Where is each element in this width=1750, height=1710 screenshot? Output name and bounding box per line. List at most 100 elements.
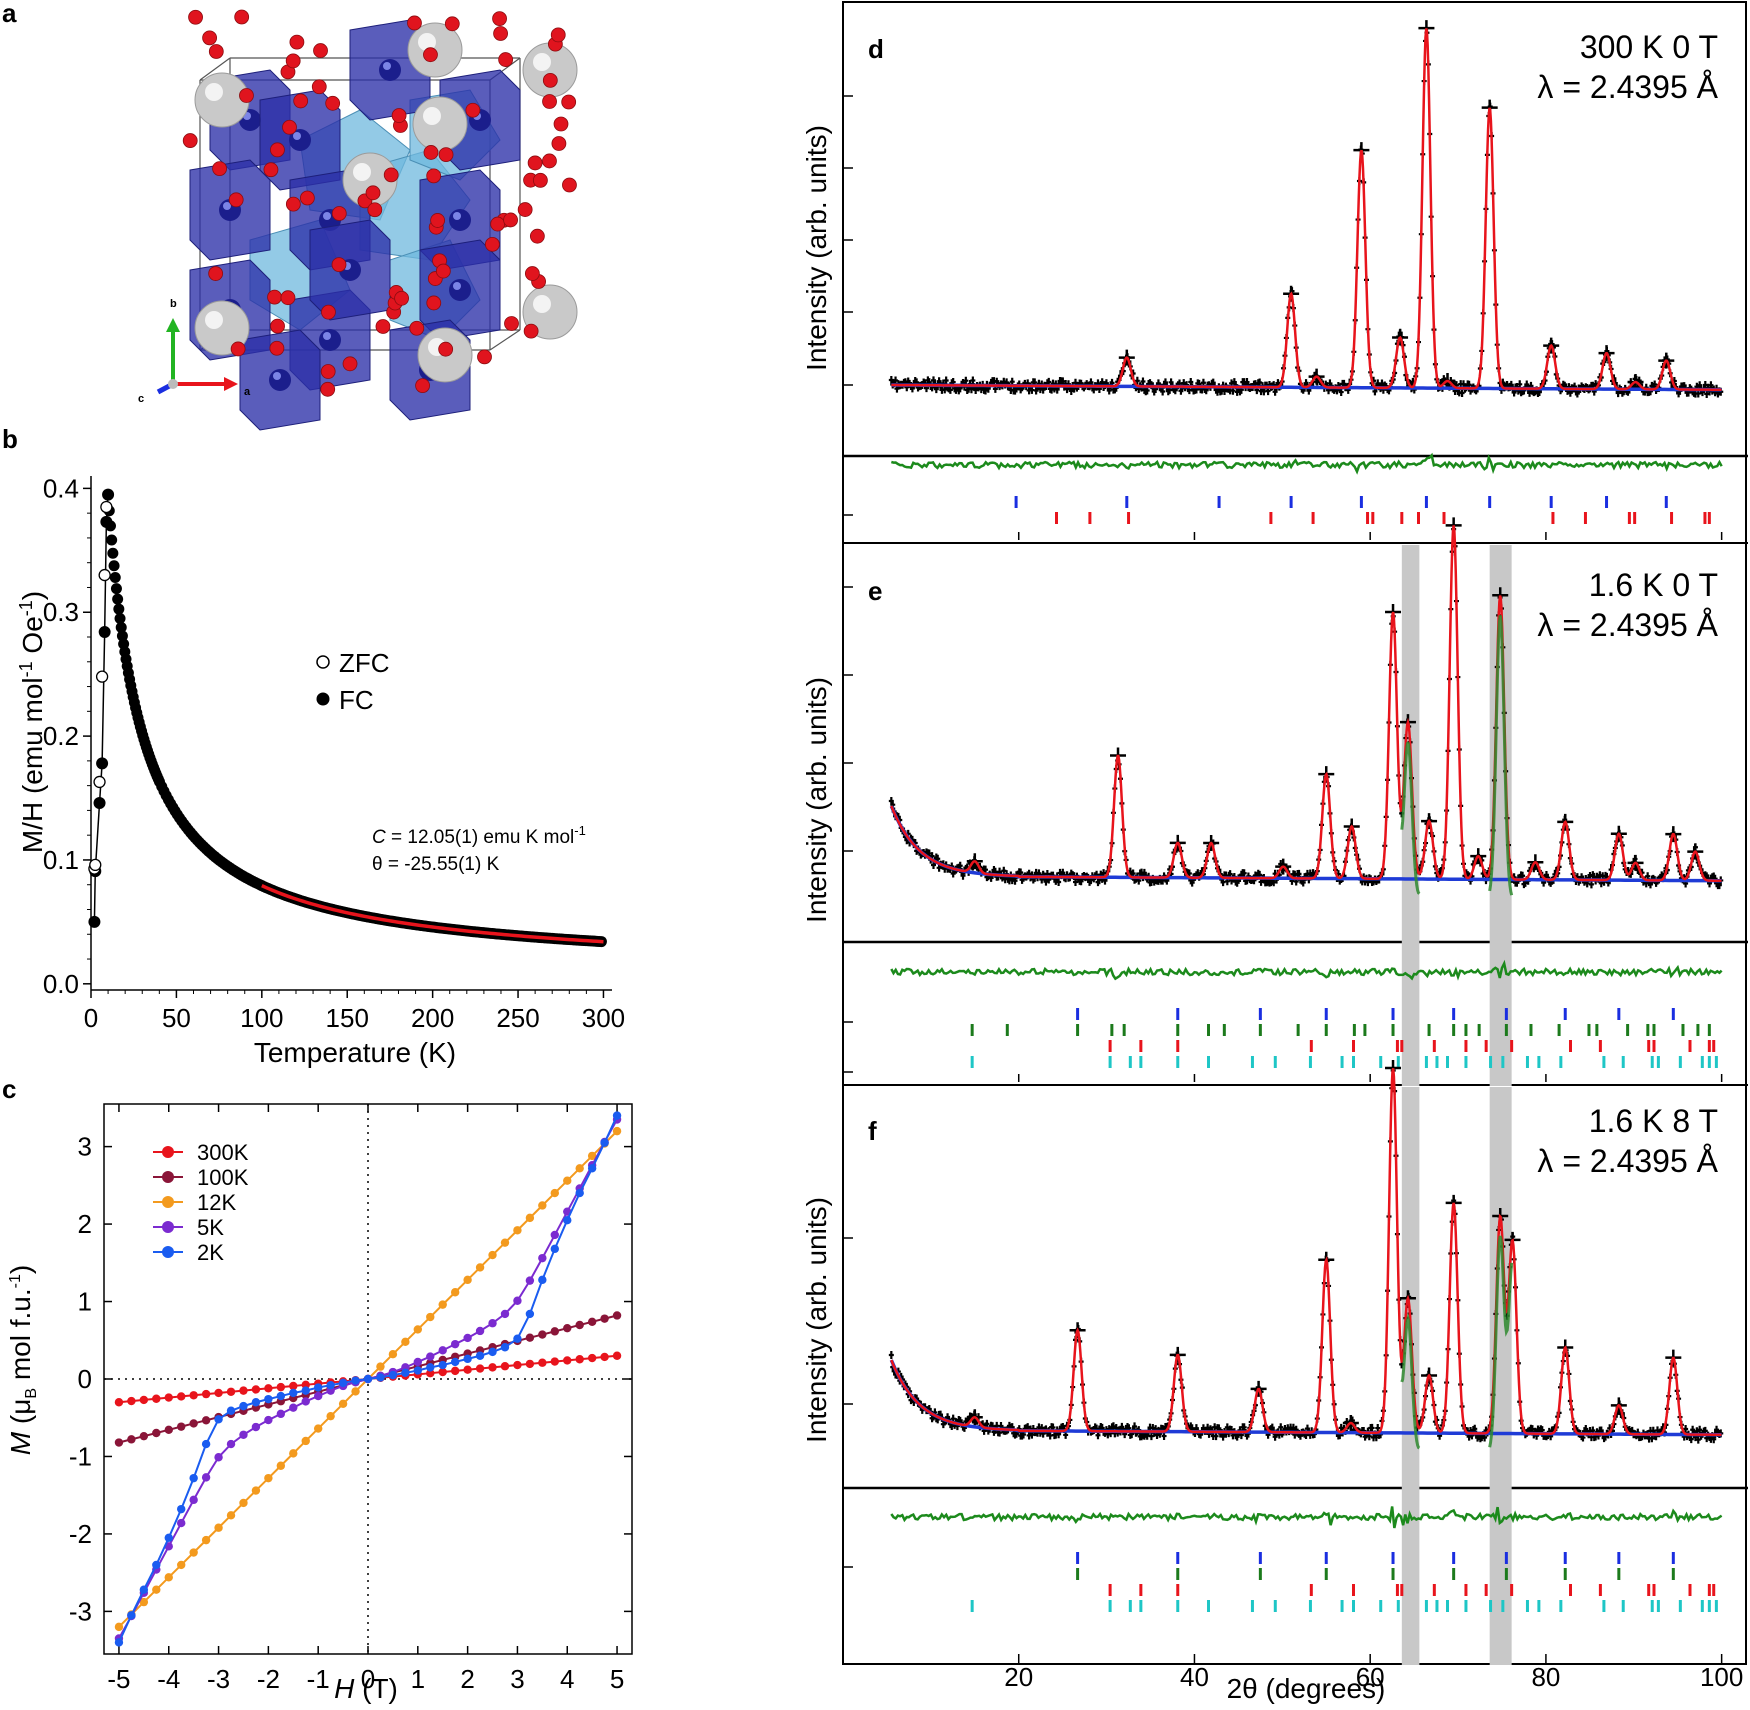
axis-triad: b a c: [138, 298, 251, 405]
metal-atom-highlight: [383, 62, 391, 70]
chart-c-point-5K: [214, 1453, 223, 1462]
oxygen-atom: [423, 47, 438, 63]
panels-def-diffraction: 20 40 60 80 100 d e f 300 K 0 T λ = 2.4395 Å…: [801, 1, 1748, 1704]
chart-f-wavelength: λ = 2.4395 Å: [1537, 1143, 1718, 1179]
chart-c-point-2K: [500, 1343, 510, 1352]
chart-c-point-5K: [550, 1230, 559, 1240]
chart-c-point-100K: [587, 1317, 597, 1327]
oxygen-atom: [504, 316, 519, 331]
chart-c-point-300K: [538, 1358, 547, 1367]
oxygen-atom: [542, 72, 558, 88]
panel-label-f: f: [868, 1116, 877, 1146]
chart-c-point-100K: [164, 1425, 173, 1435]
chart-c-point-2K: [226, 1406, 236, 1415]
chart-c-point-12K: [164, 1573, 173, 1582]
chart-b-xlabel: Temperature (K): [254, 1037, 456, 1068]
oxygen-atom: [270, 318, 285, 334]
chart-c-point-300K: [251, 1385, 261, 1394]
chart-c-point-300K: [463, 1365, 472, 1374]
chart-c-point-12K: [438, 1300, 447, 1309]
chart-c-point-300K: [289, 1381, 298, 1391]
chart-c-point-100K: [575, 1320, 584, 1330]
chart-b-ytick-label: 0.0: [43, 969, 79, 999]
large-atom-highlight: [533, 295, 551, 313]
oxygen-atom: [212, 161, 227, 176]
large-atom-highlight: [423, 107, 441, 125]
chart-c-point-2K: [114, 1638, 124, 1647]
chart-c-ytick-label: -3: [69, 1596, 92, 1626]
oxygen-atom: [561, 94, 577, 110]
chart-c-point-100K: [550, 1327, 559, 1336]
chart-c-point-2K: [177, 1504, 186, 1514]
chart-c-point-2K: [450, 1357, 460, 1367]
chart-b-ytick-label: 0.3: [43, 597, 79, 627]
metal-atom-highlight: [323, 212, 331, 220]
oxygen-atom: [477, 349, 492, 365]
legend-label-2K: 2K: [197, 1240, 224, 1265]
excluded-fit-curve-e: [1400, 741, 1421, 895]
oxygen-atom: [320, 381, 336, 397]
chart-c-point-2K: [301, 1386, 310, 1395]
chart-c-point-5K: [538, 1253, 547, 1263]
chart-c-point-300K: [563, 1356, 572, 1365]
chart-c-point-5K: [177, 1518, 186, 1528]
chart-c-point-300K: [301, 1380, 310, 1390]
chart-c-point-2K: [600, 1138, 609, 1147]
oxygen-atom: [188, 9, 203, 25]
oxygen-atom: [331, 206, 347, 221]
chart-c-xlabel: H (T): [334, 1673, 398, 1704]
excluded-fit-curve-f: [1488, 1235, 1514, 1448]
oxygen-atom: [325, 95, 341, 111]
difference-curve-e: [890, 959, 1723, 981]
oxygen-atom: [270, 142, 285, 158]
chart-c-xtick-label: -3: [207, 1664, 230, 1694]
chart-c-point-12K: [239, 1498, 248, 1508]
chart-c-point-12K: [264, 1473, 273, 1483]
oxygen-atom: [228, 192, 244, 208]
chart-c-point-5K: [189, 1495, 198, 1505]
large-atom: [412, 96, 468, 152]
oxygen-atom: [426, 295, 442, 311]
chart-b-xtick-label: 150: [326, 1003, 369, 1033]
calculated-curve-e: [890, 525, 1722, 882]
diffraction-plot-area: 20 40 60 80 100: [842, 1, 1748, 1692]
chart-c-point-300K: [264, 1384, 273, 1393]
chart-c-point-100K: [538, 1330, 547, 1339]
chart-b-xtick-label: 300: [582, 1003, 625, 1033]
chart-c-point-12K: [152, 1585, 161, 1594]
chart-d-wavelength: λ = 2.4395 Å: [1537, 69, 1718, 105]
chart-c-point-5K: [201, 1473, 211, 1482]
oxygen-atom: [182, 133, 198, 148]
chart-c-xtick-label: -4: [157, 1664, 180, 1694]
metal-atom: [449, 279, 471, 301]
metal-atom-highlight: [323, 332, 331, 340]
chart-c-point-300K: [550, 1357, 559, 1366]
chart-c-point-300K: [239, 1386, 248, 1395]
chart-b-plot-area: 0 50 100 150 200 250 300 0.0 0.1 0.2 0.3 0.4: [43, 473, 625, 1033]
chart-c-point-12K: [587, 1151, 597, 1161]
chart-b-zfc-point: [93, 775, 106, 789]
chart-c-point-300K: [214, 1388, 223, 1398]
legend-label-100K: 100K: [197, 1165, 249, 1190]
chart-c-point-100K: [600, 1314, 609, 1323]
difference-curve-d: [890, 452, 1723, 475]
oxygen-atom: [529, 228, 545, 244]
chart-c-point-300K: [426, 1368, 435, 1378]
chart-c-point-300K: [438, 1367, 447, 1377]
def-xtick-label: 60: [1356, 1662, 1385, 1692]
chart-c-xtick-label: 1: [411, 1664, 425, 1694]
chart-c-point-12K: [376, 1362, 385, 1371]
panel-label-a: a: [2, 0, 17, 28]
oxygen-atom: [331, 257, 347, 272]
chart-c-ytick-label: -2: [69, 1519, 92, 1549]
chart-b-zfc-point: [100, 500, 113, 514]
chart-c-point-12K: [326, 1411, 335, 1421]
chart-b-xtick-label: 50: [162, 1003, 191, 1033]
chart-b-fc-point: [115, 621, 127, 633]
chart-c-point-12K: [426, 1312, 435, 1322]
calculated-curve-d: [891, 28, 1722, 391]
large-atom-highlight: [533, 53, 551, 71]
chart-c-point-300K: [500, 1362, 510, 1371]
chart-b-fc-point: [96, 757, 109, 770]
chart-c-point-5K: [475, 1326, 485, 1336]
